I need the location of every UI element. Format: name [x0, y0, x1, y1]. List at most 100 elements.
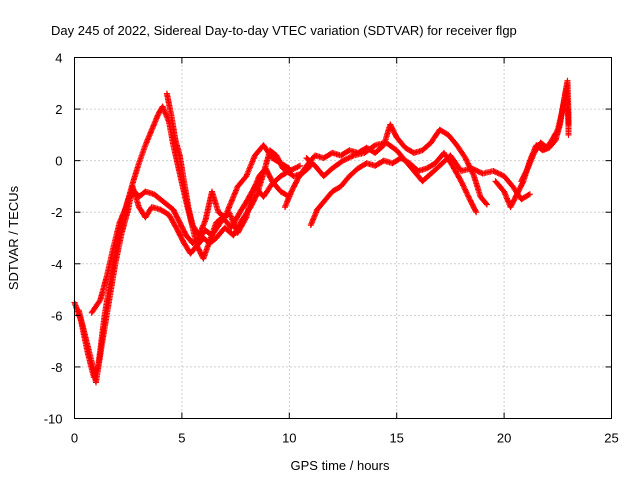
data-point: [492, 170, 494, 172]
data-point: [494, 180, 497, 182]
data-point: [108, 301, 110, 304]
data-point: [258, 175, 260, 177]
data-point: [239, 211, 241, 213]
data-point: [374, 144, 376, 146]
data-point: [162, 105, 164, 108]
data-point: [288, 167, 290, 169]
data-point: [509, 206, 512, 208]
data-point: [323, 201, 325, 203]
data-point: [323, 157, 325, 159]
data-point: [552, 136, 555, 138]
data-point: [389, 123, 391, 126]
data-point: [314, 165, 316, 167]
data-point: [374, 152, 376, 154]
data-point: [464, 157, 466, 159]
data-point: [185, 234, 187, 236]
data-point: [460, 180, 462, 182]
data-point: [204, 219, 207, 221]
data-point: [516, 193, 518, 195]
data-point: [262, 144, 265, 146]
data-point: [469, 198, 471, 200]
x-tick-label: 0: [71, 431, 78, 446]
data-point: [84, 335, 86, 337]
y-tick-label: 4: [55, 51, 62, 66]
data-point: [121, 232, 123, 234]
data-point: [305, 165, 308, 167]
data-point: [241, 219, 243, 221]
data-point: [340, 185, 342, 187]
data-point: [473, 175, 475, 177]
data-point: [245, 175, 247, 177]
data-point: [293, 175, 295, 177]
x-axis-label: GPS time / hours: [291, 458, 390, 473]
data-point: [475, 211, 477, 213]
data-point: [471, 167, 473, 169]
data-point: [512, 185, 514, 187]
data-point: [202, 258, 204, 260]
data-point: [271, 183, 273, 185]
data-point: [101, 340, 103, 342]
data-point: [340, 154, 342, 157]
data-point: [310, 224, 312, 226]
data-point: [172, 144, 174, 146]
data-point: [245, 201, 247, 203]
y-tick-label: -10: [44, 412, 63, 427]
data-point: [192, 224, 194, 226]
data-point: [125, 206, 127, 208]
data-point: [456, 144, 458, 146]
data-point: [280, 191, 282, 193]
y-tick-label: 2: [55, 102, 62, 117]
data-point: [138, 162, 140, 164]
data-point: [314, 154, 316, 157]
data-point: [166, 93, 168, 95]
data-point: [166, 203, 168, 206]
data-point: [323, 175, 325, 177]
data-point: [520, 198, 522, 200]
data-point: [331, 191, 333, 193]
data-point: [486, 203, 488, 206]
plot-frame: [74, 57, 612, 419]
data-point: [192, 242, 194, 244]
data-point: [363, 152, 366, 154]
data-point: [417, 170, 419, 172]
y-tick-label: 0: [55, 154, 62, 169]
data-point: [282, 167, 284, 169]
data-point: [353, 154, 355, 157]
data-point: [426, 167, 428, 169]
data-point: [299, 165, 301, 167]
data-point: [153, 193, 155, 195]
data-point: [404, 160, 406, 162]
data-point: [179, 221, 181, 224]
data-point: [254, 185, 256, 187]
data-point: [396, 136, 398, 138]
data-point: [449, 154, 451, 157]
data-points: [71, 77, 572, 386]
data-point: [383, 160, 385, 162]
data-point: [91, 312, 93, 314]
data-point: [230, 227, 232, 229]
data-point: [430, 172, 432, 175]
data-point: [331, 167, 333, 169]
data-point: [215, 237, 217, 239]
data-point: [174, 139, 177, 141]
data-point: [439, 165, 441, 167]
data-point: [434, 162, 436, 164]
data-point: [256, 193, 258, 195]
data-point: [209, 240, 211, 242]
data-point: [131, 183, 134, 185]
data-point: [262, 172, 265, 175]
data-point: [366, 147, 368, 149]
data-point: [91, 361, 93, 363]
data-point: [114, 263, 116, 265]
data-point: [451, 165, 454, 167]
data-point: [540, 142, 542, 144]
series-markers: [163, 90, 293, 239]
data-point: [275, 154, 277, 157]
data-point: [391, 162, 393, 164]
data-point: [366, 162, 368, 164]
data-point: [254, 154, 256, 157]
y-tick-label: -6: [51, 308, 63, 323]
data-point: [527, 167, 529, 169]
data-point: [404, 147, 406, 149]
data-point: [357, 167, 359, 169]
